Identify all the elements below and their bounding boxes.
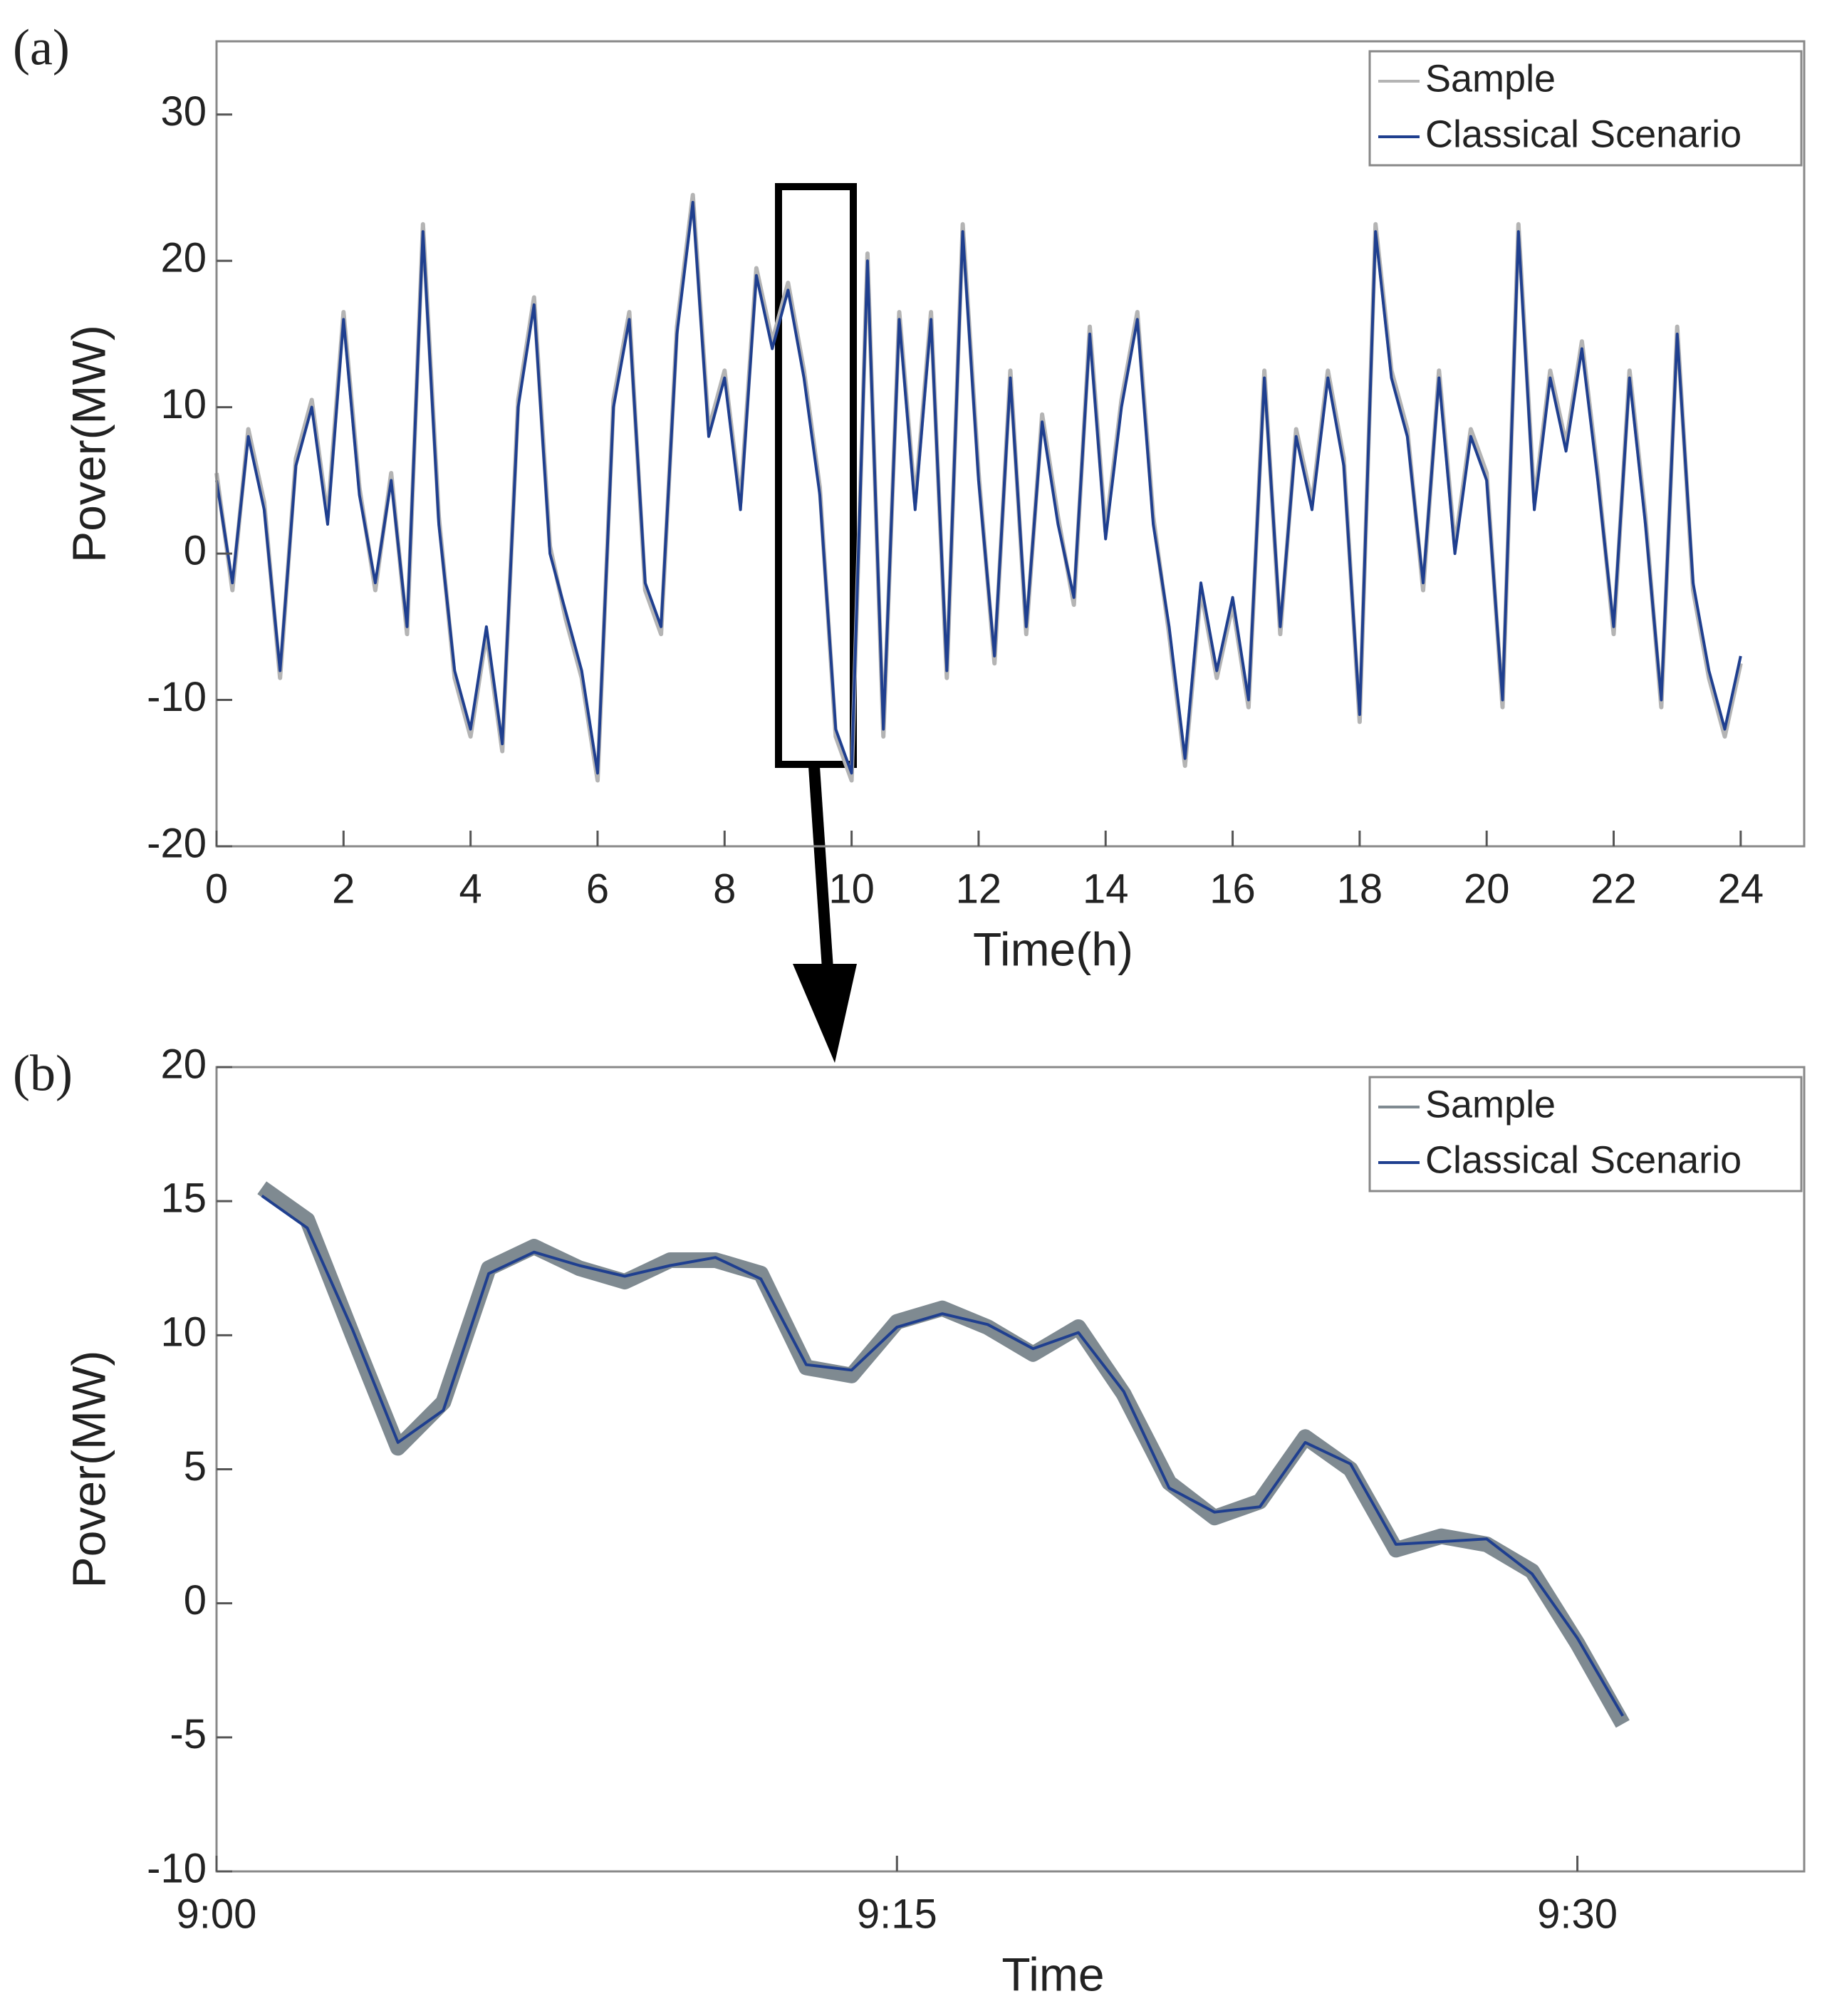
- x-tick-label: 24: [1718, 866, 1764, 912]
- y-tick-label: 20: [160, 235, 207, 281]
- zoom-arrowhead: [793, 964, 857, 1063]
- y-axis-label: Pover(MW): [62, 1351, 115, 1589]
- x-tick-label: 10: [828, 866, 875, 912]
- series-line: [261, 1194, 1625, 1717]
- plot-frame: [215, 40, 1806, 848]
- x-tick-label: 2: [332, 866, 355, 912]
- panel-label: (a): [13, 19, 70, 76]
- y-tick-label: -20: [147, 820, 207, 866]
- x-tick-label: 8: [713, 866, 736, 912]
- y-tick-label: 15: [160, 1175, 207, 1221]
- zoom-box: [775, 183, 857, 768]
- y-tick-label: -5: [170, 1711, 207, 1757]
- y-tick-label: 20: [160, 1041, 207, 1087]
- legend-label: Classical Scenario: [1425, 1138, 1742, 1181]
- panel-label: (b): [13, 1045, 73, 1102]
- x-tick-label: 16: [1209, 866, 1256, 912]
- y-tick-label: -10: [147, 1845, 207, 1891]
- y-tick-label: 5: [184, 1443, 207, 1490]
- x-tick-label: 4: [459, 866, 482, 912]
- y-tick-label: 0: [184, 1577, 207, 1623]
- legend-label: Sample: [1425, 57, 1556, 100]
- y-tick-label: 10: [160, 1309, 207, 1356]
- legend-label: Sample: [1425, 1083, 1556, 1126]
- y-tick-label: 0: [184, 527, 207, 573]
- x-tick-label: 18: [1337, 866, 1383, 912]
- y-tick-label: -10: [147, 674, 207, 720]
- x-tick-label: 9:30: [1537, 1891, 1618, 1937]
- x-tick-label: 22: [1591, 866, 1637, 912]
- series-line: [257, 1181, 1630, 1728]
- x-tick-label: 9:15: [857, 1891, 937, 1937]
- x-tick-label: 20: [1464, 866, 1510, 912]
- x-tick-label: 12: [956, 866, 1002, 912]
- x-axis-label: Time: [1001, 1948, 1104, 2000]
- x-axis-label: Time(h): [973, 923, 1133, 975]
- x-tick-label: 9:00: [177, 1891, 257, 1937]
- legend-box: [1368, 1076, 1803, 1193]
- x-tick-label: 6: [586, 866, 609, 912]
- x-tick-label: 14: [1083, 866, 1129, 912]
- y-tick-label: 10: [160, 381, 207, 427]
- zoom-arrow: [808, 766, 833, 970]
- legend-box: [1368, 50, 1803, 167]
- series-line: [215, 201, 1742, 775]
- x-tick-label: 0: [205, 866, 228, 912]
- legend-label: Classical Scenario: [1425, 113, 1742, 155]
- y-tick-label: 30: [160, 88, 207, 135]
- y-axis-label: Pover(MW): [62, 325, 115, 563]
